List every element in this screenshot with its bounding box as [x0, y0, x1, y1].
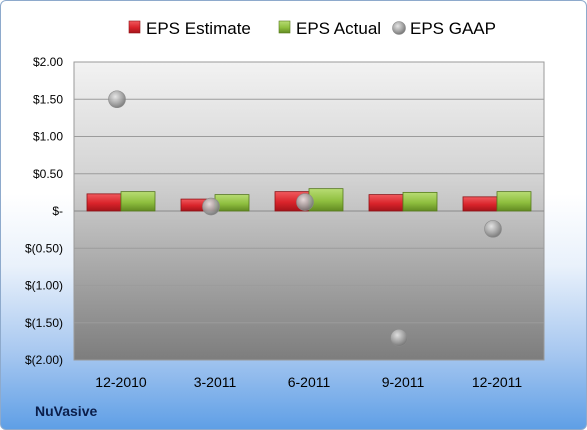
- y-tick-label: $0.50: [33, 167, 63, 181]
- gaap-point: [484, 220, 502, 238]
- gaap-point: [108, 90, 126, 109]
- actual-bar: [496, 191, 532, 212]
- y-tick-label: $-: [52, 204, 63, 218]
- gaap-point: [390, 328, 408, 347]
- legend-label: EPS Estimate: [146, 19, 251, 38]
- legend-swatch: [278, 20, 291, 34]
- legend-swatch: [128, 20, 141, 34]
- x-axis-categories: 12-2010 3-2011 6-2011 9-2011 12-2011: [95, 374, 522, 390]
- legend: EPS Estimate EPS Actual EPS GAAP: [128, 19, 496, 38]
- company-name: NuVasive: [35, 403, 98, 419]
- y-tick-label: $(2.00): [25, 353, 63, 367]
- actual-bar: [120, 191, 156, 212]
- x-category-label: 6-2011: [288, 374, 331, 390]
- actual-bar: [214, 194, 250, 212]
- x-category-label: 12-2011: [472, 374, 523, 390]
- gaap-point: [202, 197, 220, 216]
- legend-swatch: [392, 21, 406, 35]
- estimate-bar: [462, 196, 498, 212]
- x-category-label: 3-2011: [194, 374, 237, 390]
- actual-bar: [308, 188, 344, 212]
- y-tick-label: $1.50: [33, 92, 63, 106]
- gridlines: [74, 98, 544, 324]
- actual-bar: [402, 191, 438, 212]
- x-category-label: 12-2010: [95, 374, 147, 390]
- gaap-point: [296, 193, 314, 211]
- estimate-bar: [86, 193, 122, 212]
- y-tick-label: $(1.00): [25, 279, 63, 293]
- y-tick-label: $(0.50): [25, 241, 63, 255]
- y-tick-label: $2.00: [33, 55, 63, 69]
- y-tick-label: $1.00: [33, 130, 63, 144]
- gaap-points: [108, 90, 502, 347]
- legend-label: EPS GAAP: [410, 19, 496, 38]
- x-category-label: 9-2011: [382, 374, 425, 390]
- estimate-bar: [368, 194, 404, 212]
- y-axis-ticks: $2.00 $1.50 $1.00 $0.50 $- $(0.50) $(1.00) $(1.…: [25, 55, 63, 367]
- y-tick-label: $(1.50): [25, 316, 63, 330]
- legend-label: EPS Actual: [296, 19, 381, 38]
